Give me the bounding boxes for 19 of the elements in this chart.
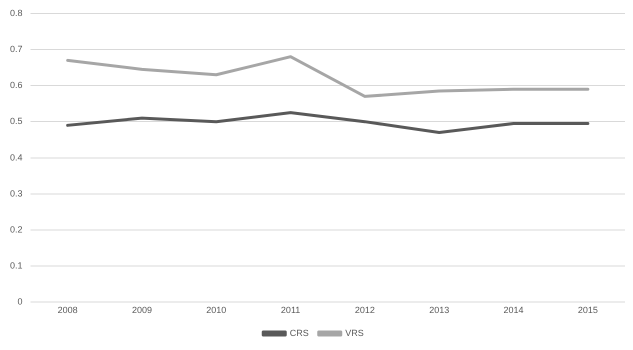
y-tick-label: 0 bbox=[17, 296, 23, 307]
legend-label: CRS bbox=[290, 328, 309, 338]
x-tick-label: 2012 bbox=[354, 305, 375, 316]
x-tick-label: 2013 bbox=[429, 305, 450, 316]
x-tick-label: 2010 bbox=[206, 305, 226, 316]
x-tick-label: 2014 bbox=[504, 305, 524, 316]
y-tick-label: 0.5 bbox=[10, 116, 23, 126]
y-tick-label: 0.3 bbox=[10, 188, 23, 198]
x-tick-label: 2009 bbox=[132, 305, 152, 316]
x-tick-label: 2015 bbox=[578, 305, 598, 316]
x-tick-label: 2011 bbox=[280, 305, 300, 316]
y-tick-label: 0.6 bbox=[10, 80, 23, 90]
x-tick-label: 2008 bbox=[58, 305, 78, 316]
y-tick-label: 0.4 bbox=[10, 152, 23, 162]
y-tick-label: 0.7 bbox=[10, 44, 23, 54]
legend-label: VRS bbox=[345, 328, 364, 338]
y-tick-label: 0.1 bbox=[10, 260, 23, 271]
y-tick-label: 0.8 bbox=[10, 8, 23, 18]
y-tick-label: 0.2 bbox=[10, 224, 23, 234]
